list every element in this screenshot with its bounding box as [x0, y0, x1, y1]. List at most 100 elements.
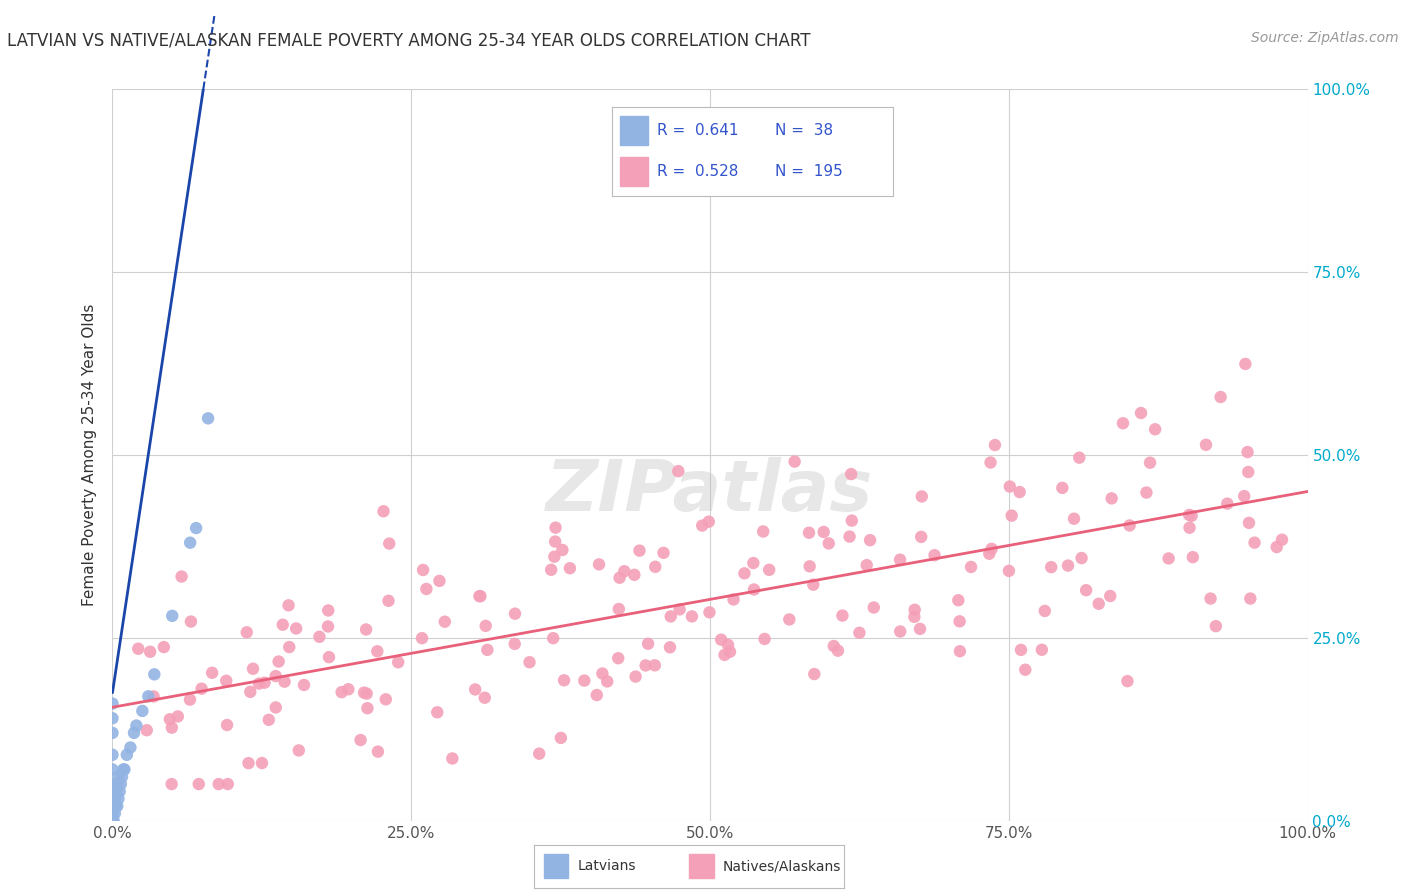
Point [960, 560, 983, 574]
Point [115, 747, 138, 762]
Point [120, 740, 142, 755]
Point [253, 675, 276, 690]
Point [247, 676, 270, 690]
Point [349, 733, 371, 747]
Point [783, 455, 806, 469]
Point [803, 667, 825, 681]
Point [264, 669, 287, 683]
Point [541, 631, 564, 645]
Point [104, 777, 127, 791]
Point [797, 525, 820, 540]
Point [250, 756, 273, 770]
Point [135, 723, 157, 738]
Point [187, 777, 209, 791]
Text: Source: ZipAtlas.com: Source: ZipAtlas.com [1251, 31, 1399, 45]
Point [477, 643, 499, 657]
Point [107, 791, 129, 805]
Point [778, 612, 800, 626]
Point [179, 535, 201, 549]
Point [186, 521, 208, 535]
Point [948, 593, 970, 607]
Point [429, 574, 451, 588]
Point [101, 814, 124, 828]
Point [607, 602, 630, 616]
Point [838, 530, 860, 544]
Text: Latvians: Latvians [578, 859, 636, 873]
Point [122, 726, 145, 740]
Point [273, 674, 295, 689]
Point [415, 582, 437, 596]
Point [634, 658, 657, 673]
Point [1139, 456, 1161, 470]
Point [264, 700, 287, 714]
Point [1237, 516, 1260, 530]
Point [238, 756, 260, 771]
Point [585, 688, 607, 702]
Point [637, 637, 659, 651]
Y-axis label: Female Poverty Among 25-34 Year Olds: Female Poverty Among 25-34 Year Olds [82, 304, 97, 606]
Point [723, 592, 745, 607]
Point [139, 645, 162, 659]
Text: N =  38: N = 38 [775, 123, 832, 137]
Point [470, 589, 492, 603]
Point [827, 643, 849, 657]
Point [1069, 450, 1091, 465]
Point [503, 637, 526, 651]
Point [1074, 583, 1097, 598]
Point [1178, 508, 1201, 522]
Point [1234, 357, 1257, 371]
Point [143, 667, 166, 681]
Point [474, 690, 496, 705]
Point [464, 682, 486, 697]
Point [681, 609, 703, 624]
Point [153, 640, 176, 654]
Point [103, 814, 125, 828]
Point [190, 681, 212, 696]
Point [659, 640, 682, 655]
Point [1033, 604, 1056, 618]
Point [1265, 540, 1288, 554]
Point [984, 438, 1007, 452]
Point [742, 582, 765, 597]
Point [103, 784, 125, 798]
Point [111, 770, 134, 784]
Point [841, 514, 863, 528]
Text: Natives/Alaskans: Natives/Alaskans [723, 859, 841, 873]
Bar [544, 855, 568, 878]
Point [107, 770, 129, 784]
Point [519, 655, 541, 669]
Point [1271, 533, 1294, 547]
Point [387, 655, 409, 669]
Point [288, 743, 311, 757]
Point [104, 791, 127, 805]
Point [1057, 558, 1080, 573]
Point [468, 589, 491, 603]
Point [1209, 390, 1232, 404]
Point [373, 504, 395, 518]
Point [285, 622, 308, 636]
Point [1199, 591, 1222, 606]
Text: N =  195: N = 195 [775, 164, 842, 178]
Point [904, 603, 927, 617]
Point [713, 648, 735, 662]
Point [1233, 489, 1256, 503]
Point [574, 673, 596, 688]
Point [101, 799, 124, 814]
Point [609, 571, 631, 585]
Point [112, 763, 135, 777]
Point [1112, 417, 1135, 431]
Point [1063, 512, 1085, 526]
Point [101, 726, 124, 740]
Point [889, 624, 911, 639]
Point [166, 709, 188, 723]
Point [855, 558, 877, 573]
Point [1031, 642, 1053, 657]
Point [277, 599, 299, 613]
Point [105, 784, 128, 798]
Point [110, 777, 132, 791]
Point [644, 559, 666, 574]
Point [710, 632, 733, 647]
Point [668, 602, 690, 616]
Point [911, 490, 934, 504]
Point [433, 615, 456, 629]
